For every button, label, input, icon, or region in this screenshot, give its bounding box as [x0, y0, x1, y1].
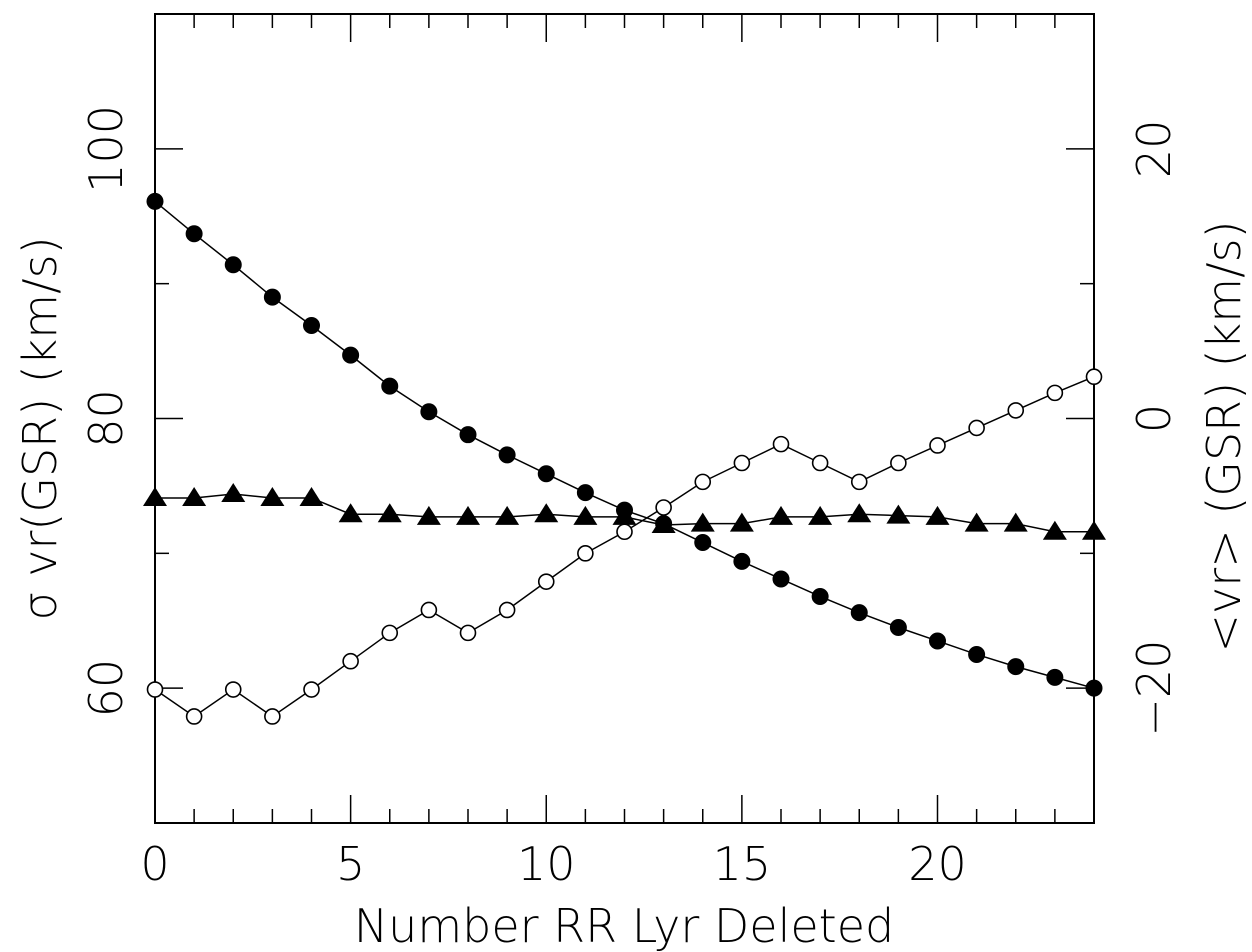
series-area — [143, 192, 1106, 725]
data-point-triangle — [729, 512, 754, 532]
y-tick-label-left: 100 — [79, 105, 133, 193]
data-point-triangle — [221, 483, 246, 503]
data-point-triangle — [534, 503, 559, 523]
data-point-filled-circle — [459, 426, 477, 444]
tick-labels: 0 5 10 15 20 60 80 100 −20 0 20 — [79, 105, 1181, 891]
data-point-open-circle — [459, 624, 477, 642]
data-point-filled-circle — [576, 484, 594, 502]
data-point-triangle — [143, 487, 167, 507]
x-tick-label: 20 — [908, 837, 967, 891]
data-point-filled-circle — [850, 604, 868, 622]
data-point-filled-circle — [537, 465, 555, 483]
data-point-filled-circle — [889, 618, 907, 636]
series-line-filled-circle — [154, 200, 1095, 689]
data-point-open-circle — [616, 523, 633, 541]
data-point-open-circle — [264, 708, 281, 725]
data-point-triangle — [808, 505, 833, 525]
data-point-filled-circle — [694, 534, 712, 552]
data-point-triangle — [886, 504, 911, 524]
y-tick-label-right: 0 — [1127, 404, 1181, 433]
x-tick-label: 5 — [336, 837, 365, 891]
x-tick-label: 0 — [140, 837, 169, 891]
data-point-triangle — [182, 487, 207, 507]
plot-frame-rect — [154, 13, 1095, 824]
data-point-triangle — [495, 505, 520, 525]
data-point-filled-circle — [1085, 679, 1103, 697]
data-point-open-circle — [1046, 384, 1064, 402]
plot-frame — [154, 13, 1095, 824]
data-point-open-circle — [850, 473, 868, 491]
data-point-triangle — [456, 505, 480, 525]
data-point-open-circle — [577, 545, 594, 562]
data-point-triangle — [1042, 520, 1067, 540]
data-point-triangle — [260, 487, 285, 507]
data-point-filled-circle — [1007, 658, 1025, 676]
data-point-filled-circle — [772, 570, 790, 588]
data-point-open-circle — [733, 454, 751, 472]
data-point-filled-circle — [342, 346, 360, 364]
data-point-open-circle — [1085, 368, 1103, 386]
data-point-triangle — [377, 503, 402, 523]
data-point-filled-circle — [420, 403, 438, 421]
data-point-open-circle — [146, 681, 164, 698]
y-tick-label-left: 80 — [79, 389, 133, 448]
data-point-filled-circle — [968, 645, 986, 663]
y-tick-label-right: 20 — [1127, 120, 1181, 179]
data-point-open-circle — [929, 437, 946, 454]
data-point-open-circle — [381, 624, 399, 642]
data-point-open-circle — [811, 454, 829, 472]
x-tick-label: 10 — [517, 837, 576, 891]
data-point-open-circle — [342, 652, 359, 670]
data-point-open-circle — [694, 473, 712, 491]
data-point-triangle — [769, 505, 793, 525]
y-axis-label-right: <vr> (GSR) (km/s) — [1197, 221, 1251, 653]
data-point-open-circle — [224, 681, 242, 698]
data-point-triangle — [964, 512, 989, 532]
data-point-filled-circle — [303, 316, 320, 334]
data-point-filled-circle — [1046, 668, 1064, 686]
data-point-open-circle — [968, 419, 985, 437]
data-point-triangle — [847, 503, 872, 523]
data-point-filled-circle — [929, 632, 946, 650]
data-point-filled-circle — [733, 552, 751, 570]
data-point-open-circle — [890, 454, 907, 472]
data-point-open-circle — [537, 573, 555, 590]
x-axis-label: Number RR Lyr Deleted — [354, 899, 894, 952]
data-point-open-circle — [303, 681, 320, 698]
data-point-triangle — [338, 503, 363, 523]
data-point-triangle — [690, 512, 715, 532]
axis-ticks — [154, 13, 1095, 824]
data-point-open-circle — [498, 601, 516, 619]
data-point-open-circle — [1007, 402, 1025, 419]
data-point-open-circle — [185, 708, 203, 725]
data-point-filled-circle — [811, 587, 829, 605]
data-point-triangle — [612, 505, 637, 525]
data-point-triangle — [651, 514, 676, 534]
data-point-filled-circle — [224, 256, 242, 274]
data-point-triangle — [299, 487, 324, 507]
y-tick-label-left: 60 — [79, 659, 133, 718]
data-point-triangle — [1082, 520, 1106, 540]
data-point-triangle — [416, 505, 441, 525]
series-line-open-circle — [154, 376, 1095, 718]
data-point-filled-circle — [185, 225, 203, 243]
data-point-filled-circle — [263, 288, 281, 306]
data-point-open-circle — [420, 601, 438, 619]
data-point-filled-circle — [146, 192, 164, 210]
data-point-triangle — [925, 505, 950, 525]
data-point-triangle — [1003, 512, 1028, 532]
x-tick-label: 15 — [713, 837, 772, 891]
data-point-filled-circle — [381, 377, 399, 395]
data-point-open-circle — [772, 435, 790, 453]
y-axis-label-left: σ vr(GSR) (km/s) — [13, 236, 67, 620]
data-point-open-circle — [655, 499, 672, 516]
y-tick-label-right: −20 — [1127, 640, 1181, 737]
data-point-triangle — [573, 505, 598, 525]
data-point-filled-circle — [498, 446, 516, 464]
